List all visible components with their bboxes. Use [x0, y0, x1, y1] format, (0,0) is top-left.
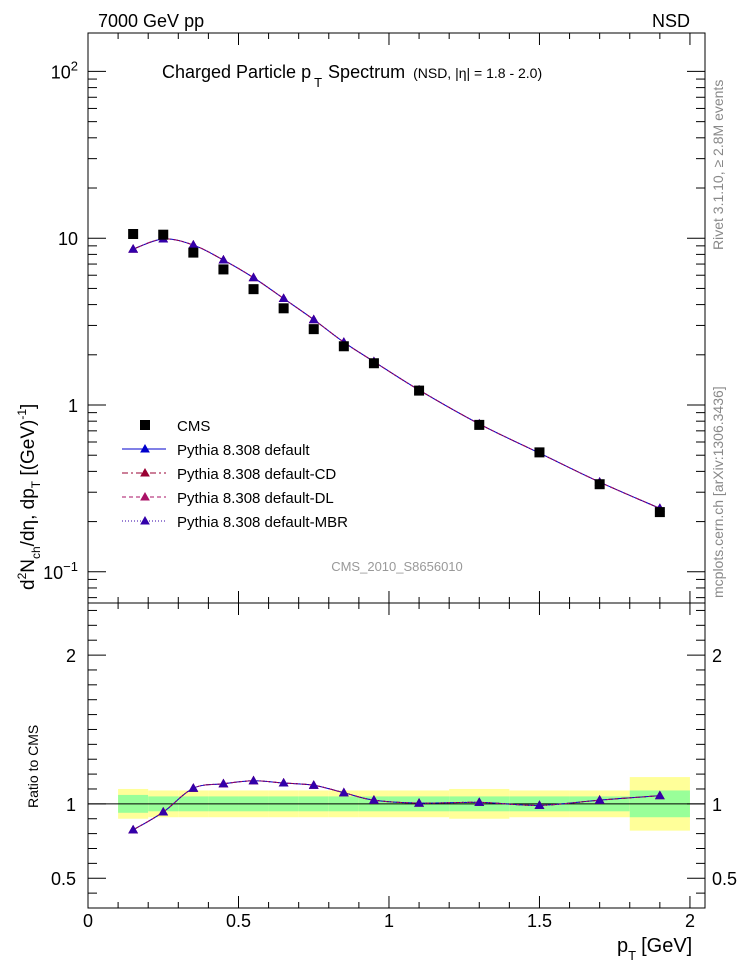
- ylabel-sub-t: T: [29, 480, 43, 488]
- rivet-label: Rivet 3.1.10, ≥ 2.8M events: [710, 80, 726, 250]
- legend-label-2: Pythia 8.308 default-DL: [177, 490, 334, 507]
- ylabel-d: d: [18, 579, 39, 590]
- data-point: [474, 419, 485, 430]
- x-axis-label: pT [GeV]: [617, 935, 692, 963]
- data-point: [278, 303, 289, 314]
- series-point-3: [128, 244, 139, 253]
- process-label: NSD: [652, 11, 690, 31]
- legend-marker-0: [140, 443, 150, 453]
- ratio-tick-label-left: 0.5: [51, 869, 76, 889]
- ratio-point-3: [474, 797, 485, 806]
- series-point-3: [248, 272, 259, 282]
- y-tick-label: 1: [68, 396, 78, 416]
- series-line-2: [132, 238, 661, 509]
- legend-marker-data: [140, 420, 150, 430]
- data-point: [654, 507, 665, 518]
- energy-label: 7000 GeV pp: [98, 11, 204, 31]
- xlabel-unit: [GeV]: [641, 935, 692, 957]
- ylabel-sub-ch: ch: [29, 546, 43, 559]
- ratio-point-3: [248, 775, 259, 785]
- ratio-tick-label-right: 2: [712, 646, 722, 666]
- ylabel-mid: /dη, dp: [18, 488, 39, 546]
- ylabel-close: ]: [18, 404, 39, 409]
- y-tick-exp: −1: [63, 559, 78, 574]
- ylabel-n: N: [18, 559, 39, 573]
- data-point: [188, 247, 199, 258]
- title-sub: T: [314, 75, 322, 90]
- y-tick-base: 10: [58, 229, 78, 249]
- ylabel-sup-m1: -1: [15, 409, 29, 420]
- series-point-3: [218, 255, 229, 264]
- ratio-point-3: [338, 787, 349, 797]
- ratio-point-3: [188, 783, 199, 792]
- y-tick-label: 102: [51, 58, 78, 82]
- data-point: [248, 284, 259, 295]
- legend-marker-1: [140, 467, 150, 477]
- data-point: [308, 324, 319, 335]
- analysis-id-label: CMS_2010_S8656010: [331, 559, 463, 574]
- legend-label-1: Pythia 8.308 default-CD: [177, 466, 336, 483]
- y-tick-base: 1: [68, 396, 78, 416]
- x-tick-label: 2: [685, 911, 695, 931]
- y-tick-base: 10: [51, 62, 71, 82]
- y-axis-label: d2Nch/dη, dpT [(GeV)-1]: [15, 404, 43, 590]
- data-point: [594, 479, 605, 490]
- data-point: [368, 358, 379, 369]
- title-suffix: Spectrum: [328, 62, 405, 82]
- data-point: [128, 229, 139, 240]
- ylabel-sup2: 2: [15, 572, 29, 579]
- legend-marker-3: [140, 515, 150, 525]
- ratio-tick-label-right: 1: [712, 795, 722, 815]
- ratio-point-3: [308, 780, 319, 789]
- y-tick-label: 10−1: [43, 559, 78, 583]
- y-tick-exp: 2: [71, 58, 78, 73]
- ratio-line-3: [132, 780, 660, 831]
- series-point-3: [278, 293, 289, 303]
- title-qualifier: (NSD, |η| = 1.8 - 2.0): [413, 65, 542, 81]
- ratio-tick-label-right: 0.5: [712, 869, 737, 889]
- ratio-point-3: [654, 790, 665, 800]
- ratio-point-3: [218, 778, 229, 788]
- ratio-y-axis-label: Ratio to CMS: [25, 725, 41, 808]
- ratio-point-3: [278, 778, 289, 787]
- legend-label-0: Pythia 8.308 default: [177, 442, 310, 459]
- ratio-point-3: [158, 807, 169, 816]
- ratio-point-3: [594, 795, 605, 804]
- x-tick-label: 0.5: [226, 911, 251, 931]
- y-tick-base: 10: [43, 563, 63, 583]
- ratio-point-3: [534, 800, 545, 809]
- data-point: [414, 385, 425, 396]
- chart-title: Charged Particle pT Spectrum (NSD, |η| = 1…: [162, 62, 542, 90]
- legend-marker-2: [140, 491, 150, 501]
- data-point: [534, 447, 545, 458]
- ratio-point-3: [369, 795, 379, 804]
- x-tick-label: 1: [384, 911, 394, 931]
- xlabel-main: p: [617, 935, 628, 957]
- data-point: [158, 229, 169, 240]
- data-point: [218, 264, 229, 275]
- y-tick-label: 10: [58, 229, 78, 249]
- legend-label-3: Pythia 8.308 default-MBR: [177, 514, 348, 531]
- series-point-3: [308, 314, 319, 324]
- ratio-point-3: [414, 798, 424, 807]
- ylabel-unit: [(GeV): [18, 420, 39, 481]
- ratio-frame: [87, 602, 706, 909]
- ratio-tick-label-left: 1: [66, 795, 76, 815]
- legend-label-data: CMS: [177, 418, 210, 435]
- ratio-point-3: [128, 824, 139, 834]
- data-point: [338, 341, 349, 352]
- xlabel-sub: T: [628, 948, 636, 963]
- ratio-tick-label-left: 2: [66, 646, 76, 666]
- title-main: Charged Particle p: [162, 62, 311, 82]
- x-tick-label: 1.5: [527, 911, 552, 931]
- mcplots-label: mcplots.cern.ch [arXiv:1306.3436]: [710, 386, 726, 598]
- x-tick-label: 0: [83, 911, 93, 931]
